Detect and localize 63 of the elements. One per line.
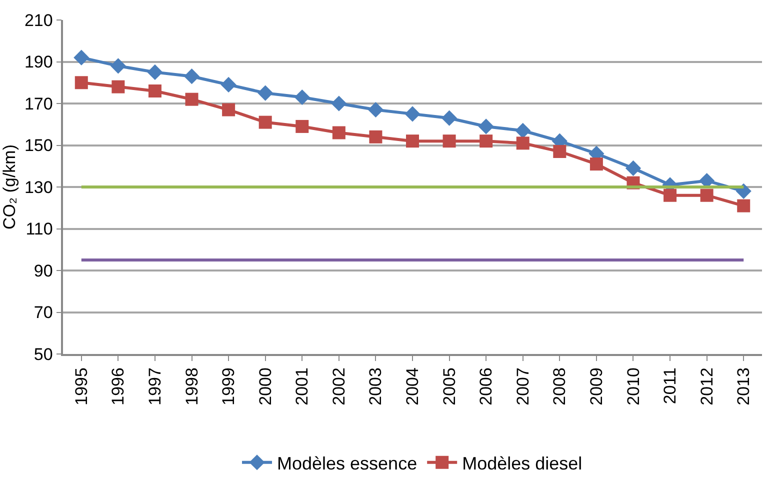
point: [441, 110, 458, 126]
y-tick-label: 70: [34, 303, 53, 322]
point: [369, 130, 382, 144]
y-axis-title: CO₂ (g/km): [0, 144, 19, 230]
x-tick-label: 2008: [550, 368, 570, 406]
x-tick-label: 1995: [72, 368, 91, 406]
point: [737, 199, 750, 212]
y-tick-label: 150: [24, 136, 53, 156]
x-tick-label: 2006: [476, 368, 496, 406]
point: [185, 92, 198, 106]
x-tick-label: 1999: [219, 368, 238, 406]
x-tick-label: 2000: [256, 368, 275, 406]
point: [625, 160, 642, 176]
legend-label: Modèles essence: [277, 453, 418, 474]
point: [332, 126, 346, 140]
y-tick-label: 110: [26, 220, 53, 239]
point: [112, 80, 125, 94]
point: [404, 106, 420, 122]
point: [480, 134, 493, 148]
y-tick-label: 50: [34, 344, 53, 364]
point: [258, 85, 274, 101]
x-tick-label: 2007: [513, 368, 532, 406]
point: [222, 103, 236, 116]
point: [442, 134, 456, 148]
x-tick-label: 2004: [403, 368, 422, 406]
y-tick-label: 190: [24, 52, 53, 72]
x-tick-label: 2013: [734, 368, 754, 406]
x-tick-label: 1998: [182, 368, 202, 406]
y-tick-label: 210: [24, 10, 53, 30]
x-tick-label: 2002: [329, 368, 348, 406]
x-tick-label: 2003: [366, 368, 386, 406]
x-tick-label: 2009: [586, 368, 606, 406]
y-tick-label: 130: [24, 178, 53, 197]
point: [664, 188, 677, 202]
point: [74, 50, 90, 66]
x-tick-label: 1997: [145, 368, 164, 406]
y-tick-label: 90: [34, 261, 53, 280]
x-tick-label: 1996: [108, 368, 128, 406]
point: [110, 58, 126, 74]
y-tick-label: 170: [24, 94, 53, 114]
x-tick-label: 2010: [624, 368, 643, 406]
point: [478, 118, 494, 134]
point: [515, 122, 531, 138]
point: [590, 158, 603, 171]
point: [516, 136, 530, 150]
point: [700, 188, 714, 202]
point: [74, 76, 88, 90]
x-tick-label: 2001: [292, 368, 312, 406]
point: [258, 116, 272, 129]
point: [294, 89, 310, 106]
point: [296, 120, 309, 133]
point: [184, 68, 200, 84]
point: [147, 64, 163, 80]
point: [553, 145, 566, 158]
x-tick-label: 2011: [660, 368, 680, 404]
point: [331, 96, 347, 112]
x-tick-label: 2005: [440, 368, 459, 406]
legend-label: Modèles diesel: [462, 453, 582, 474]
point: [406, 134, 419, 148]
point: [220, 76, 236, 93]
point: [368, 102, 384, 118]
x-tick-label: 2012: [697, 368, 716, 406]
point: [148, 84, 162, 98]
